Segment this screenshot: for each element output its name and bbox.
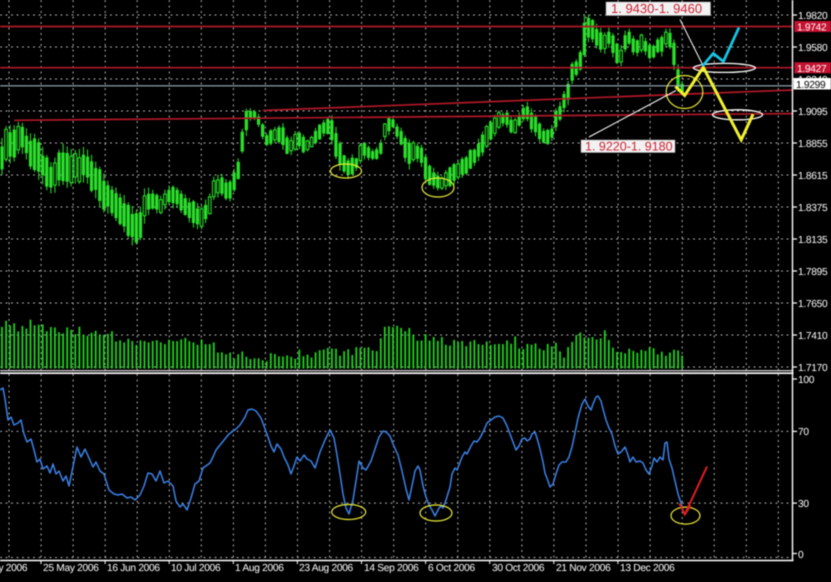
svg-text:1.8615: 1.8615 xyxy=(798,171,828,182)
svg-text:23 Aug 2006: 23 Aug 2006 xyxy=(299,563,354,574)
svg-text:1. 9430-1. 9460: 1. 9430-1. 9460 xyxy=(611,1,702,16)
svg-text:100: 100 xyxy=(798,375,815,386)
svg-text:21 Nov 2006: 21 Nov 2006 xyxy=(556,563,611,574)
svg-text:70: 70 xyxy=(798,427,809,438)
svg-text:1.9095: 1.9095 xyxy=(798,107,828,118)
svg-text:1.9580: 1.9580 xyxy=(798,43,828,54)
svg-text:30 Oct 2006: 30 Oct 2006 xyxy=(492,563,545,574)
svg-text:1.9742: 1.9742 xyxy=(797,23,827,34)
svg-text:1.9299: 1.9299 xyxy=(796,80,826,91)
svg-text:1.9820: 1.9820 xyxy=(798,11,828,22)
svg-text:25 May 2006: 25 May 2006 xyxy=(43,563,99,574)
svg-text:16 Jun 2006: 16 Jun 2006 xyxy=(107,563,160,574)
svg-text:1.7410: 1.7410 xyxy=(798,331,828,342)
svg-text:5 May 2006: 5 May 2006 xyxy=(0,563,28,574)
svg-text:1.7170: 1.7170 xyxy=(798,363,828,374)
svg-text:6 Oct 2006: 6 Oct 2006 xyxy=(428,563,475,574)
svg-text:13 Dec 2006: 13 Dec 2006 xyxy=(620,563,675,574)
svg-text:1.9427: 1.9427 xyxy=(797,64,827,75)
svg-text:1.7895: 1.7895 xyxy=(798,267,828,278)
svg-text:1.8375: 1.8375 xyxy=(798,203,828,214)
svg-text:14 Sep 2006: 14 Sep 2006 xyxy=(364,563,419,574)
svg-text:1.7650: 1.7650 xyxy=(798,299,828,310)
svg-text:1 Aug 2006: 1 Aug 2006 xyxy=(235,563,284,574)
svg-text:10 Jul 2006: 10 Jul 2006 xyxy=(171,563,221,574)
svg-text:1. 9220-1. 9180: 1. 9220-1. 9180 xyxy=(585,140,673,154)
svg-text:1.8855: 1.8855 xyxy=(798,139,828,150)
svg-text:1.8135: 1.8135 xyxy=(798,235,828,246)
svg-text:0: 0 xyxy=(798,550,804,561)
svg-text:30: 30 xyxy=(798,499,809,510)
